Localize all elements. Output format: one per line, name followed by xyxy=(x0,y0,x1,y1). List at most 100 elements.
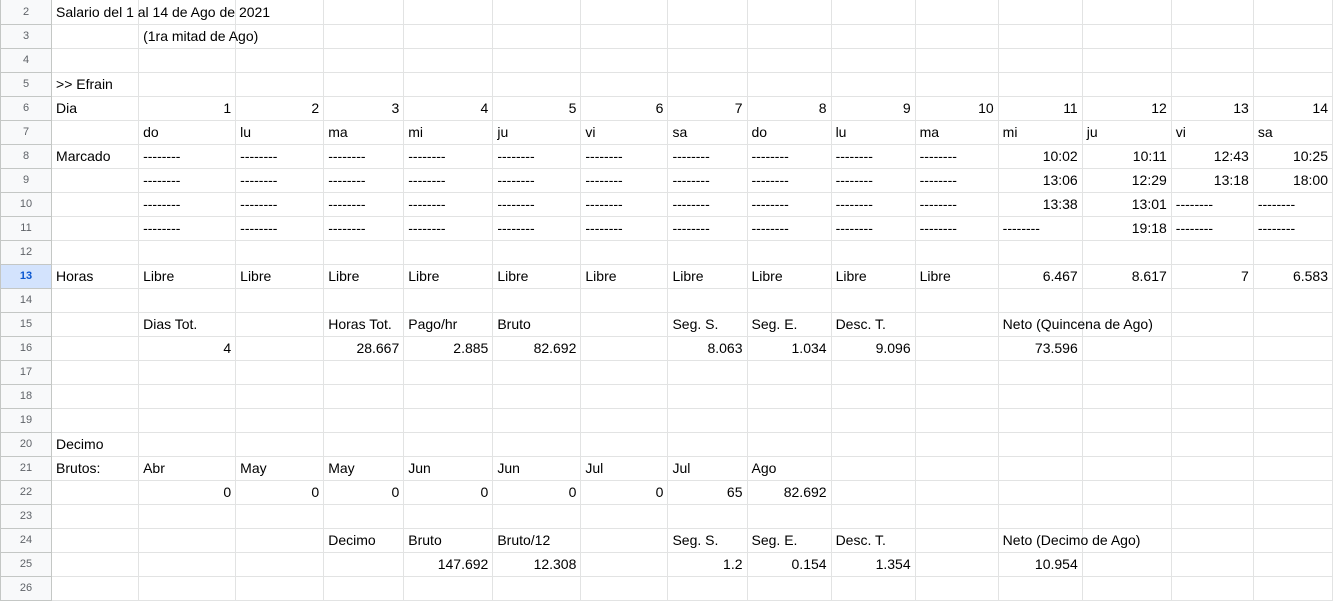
sheet-cell[interactable] xyxy=(51,239,140,265)
sheet-cell[interactable]: -------- xyxy=(580,167,669,193)
sheet-cell[interactable] xyxy=(235,287,325,313)
sheet-cell[interactable]: 14 xyxy=(1252,95,1333,121)
sheet-cell[interactable] xyxy=(830,383,916,409)
sheet-cell[interactable]: 13:01 xyxy=(1081,191,1172,217)
sheet-cell[interactable] xyxy=(323,0,405,25)
sheet-cell[interactable] xyxy=(235,47,325,73)
sheet-cell[interactable] xyxy=(1081,71,1172,97)
sheet-cell[interactable] xyxy=(914,311,999,337)
sheet-cell[interactable] xyxy=(580,23,669,49)
sheet-cell[interactable] xyxy=(1081,575,1172,601)
sheet-cell[interactable]: 0 xyxy=(580,479,669,505)
sheet-cell[interactable]: -------- xyxy=(323,191,405,217)
sheet-cell[interactable] xyxy=(1252,239,1333,265)
sheet-cell[interactable] xyxy=(997,431,1083,457)
sheet-cell[interactable]: 65 xyxy=(667,479,748,505)
row-header[interactable]: 20 xyxy=(0,431,53,457)
sheet-cell[interactable]: -------- xyxy=(403,215,494,241)
sheet-cell[interactable]: May xyxy=(235,455,325,481)
sheet-cell[interactable] xyxy=(830,47,916,73)
sheet-cell[interactable]: Seg. E. xyxy=(746,527,832,553)
sheet-cell[interactable] xyxy=(403,23,494,49)
sheet-cell[interactable] xyxy=(1252,335,1333,361)
sheet-cell[interactable]: 9.096 xyxy=(830,335,916,361)
sheet-cell[interactable] xyxy=(51,479,140,505)
sheet-cell[interactable] xyxy=(667,575,748,601)
sheet-cell[interactable]: ju xyxy=(492,119,582,145)
sheet-cell[interactable] xyxy=(323,575,405,601)
sheet-cell[interactable] xyxy=(51,359,140,385)
sheet-cell[interactable] xyxy=(914,287,999,313)
sheet-cell[interactable] xyxy=(667,287,748,313)
sheet-cell[interactable] xyxy=(403,431,494,457)
sheet-cell[interactable]: Marcado xyxy=(51,143,140,169)
sheet-cell[interactable] xyxy=(746,407,832,433)
sheet-cell[interactable]: -------- xyxy=(492,167,582,193)
sheet-cell[interactable]: vi xyxy=(580,119,669,145)
sheet-cell[interactable] xyxy=(667,47,748,73)
sheet-cell[interactable]: 10.954 xyxy=(997,551,1083,577)
sheet-cell[interactable] xyxy=(1081,359,1172,385)
row-header[interactable]: 2 xyxy=(0,0,53,25)
sheet-cell[interactable]: Libre xyxy=(667,263,748,289)
sheet-cell[interactable]: 12:43 xyxy=(1170,143,1254,169)
sheet-cell[interactable] xyxy=(580,503,669,529)
sheet-cell[interactable]: 0 xyxy=(492,479,582,505)
sheet-cell[interactable] xyxy=(235,431,325,457)
sheet-cell[interactable]: 13:18 xyxy=(1170,167,1254,193)
sheet-cell[interactable] xyxy=(580,71,669,97)
sheet-cell[interactable] xyxy=(51,311,140,337)
sheet-cell[interactable]: Bruto/12 xyxy=(492,527,582,553)
sheet-cell[interactable]: 12 xyxy=(1081,95,1172,121)
sheet-cell[interactable] xyxy=(914,503,999,529)
sheet-cell[interactable] xyxy=(1081,407,1172,433)
sheet-cell[interactable] xyxy=(1252,551,1333,577)
sheet-cell[interactable]: mi xyxy=(997,119,1083,145)
sheet-cell[interactable]: 13:38 xyxy=(997,191,1083,217)
sheet-cell[interactable]: -------- xyxy=(667,143,748,169)
sheet-cell[interactable]: -------- xyxy=(997,215,1083,241)
sheet-cell[interactable]: -------- xyxy=(235,143,325,169)
sheet-cell[interactable]: -------- xyxy=(1170,215,1254,241)
sheet-cell[interactable] xyxy=(235,503,325,529)
sheet-cell[interactable] xyxy=(746,287,832,313)
sheet-cell[interactable]: 9 xyxy=(830,95,916,121)
sheet-cell[interactable] xyxy=(51,383,140,409)
sheet-cell[interactable] xyxy=(403,287,494,313)
sheet-cell[interactable] xyxy=(51,287,140,313)
sheet-cell[interactable]: ma xyxy=(914,119,999,145)
sheet-cell[interactable] xyxy=(51,215,140,241)
row-header[interactable]: 9 xyxy=(0,167,53,193)
sheet-cell[interactable]: 8 xyxy=(746,95,832,121)
sheet-cell[interactable] xyxy=(492,359,582,385)
sheet-cell[interactable] xyxy=(235,71,325,97)
sheet-cell[interactable]: 11 xyxy=(997,95,1083,121)
sheet-cell[interactable] xyxy=(323,359,405,385)
sheet-cell[interactable]: sa xyxy=(1252,119,1333,145)
sheet-cell[interactable]: Libre xyxy=(138,263,237,289)
sheet-cell[interactable]: -------- xyxy=(746,167,832,193)
sheet-cell[interactable]: 18:00 xyxy=(1252,167,1333,193)
sheet-cell[interactable] xyxy=(138,503,237,529)
sheet-cell[interactable] xyxy=(323,431,405,457)
sheet-cell[interactable]: mi xyxy=(403,119,494,145)
sheet-cell[interactable] xyxy=(997,287,1083,313)
sheet-cell[interactable] xyxy=(323,71,405,97)
sheet-cell[interactable] xyxy=(667,71,748,97)
sheet-cell[interactable] xyxy=(997,23,1083,49)
sheet-cell[interactable] xyxy=(138,71,237,97)
sheet-cell[interactable] xyxy=(830,575,916,601)
sheet-cell[interactable] xyxy=(914,335,999,361)
sheet-cell[interactable]: -------- xyxy=(914,191,999,217)
sheet-cell[interactable] xyxy=(51,575,140,601)
sheet-cell[interactable]: Decimo xyxy=(323,527,405,553)
row-header[interactable]: 18 xyxy=(0,383,53,409)
sheet-cell[interactable] xyxy=(997,239,1083,265)
sheet-cell[interactable] xyxy=(914,551,999,577)
sheet-cell[interactable] xyxy=(914,527,999,553)
row-header[interactable]: 10 xyxy=(0,191,53,217)
sheet-cell[interactable] xyxy=(403,47,494,73)
sheet-cell[interactable]: -------- xyxy=(830,167,916,193)
sheet-cell[interactable] xyxy=(492,71,582,97)
sheet-cell[interactable]: -------- xyxy=(830,143,916,169)
